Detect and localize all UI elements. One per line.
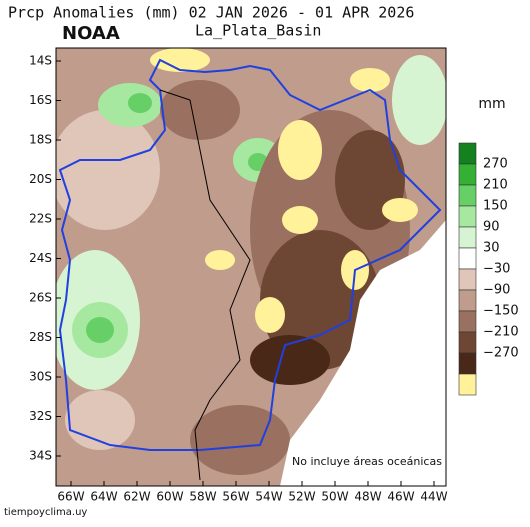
lat-label: 34S	[29, 449, 52, 463]
lon-label: 66W	[57, 490, 84, 504]
map-note: No incluye áreas oceánicas	[292, 455, 442, 468]
lat-label: 30S	[29, 370, 52, 384]
agency: NOAA	[62, 23, 120, 44]
legend-swatch	[458, 205, 477, 228]
legend-swatch	[458, 373, 477, 396]
anomaly-field	[56, 48, 446, 486]
lon-label: 50W	[321, 490, 348, 504]
lon-label: 60W	[156, 490, 183, 504]
lat-label: 26S	[29, 291, 52, 305]
legend-unit: mm	[478, 96, 505, 112]
lat-label: 24S	[29, 251, 52, 265]
legend-swatch	[458, 331, 477, 354]
lon-label: 64W	[90, 490, 117, 504]
legend-label: 270	[483, 157, 508, 172]
legend-label: −210	[483, 325, 519, 340]
legend-label: −270	[483, 346, 519, 361]
legend-swatch	[458, 289, 477, 312]
legend-swatch	[458, 163, 477, 186]
legend-label: −150	[483, 304, 519, 319]
lon-label: 58W	[189, 490, 216, 504]
legend-label: 150	[483, 199, 508, 214]
map-frame	[55, 47, 447, 487]
lon-label: 52W	[288, 490, 315, 504]
lat-label: 20S	[29, 172, 52, 186]
lat-label: 32S	[29, 409, 52, 423]
legend-swatch	[458, 247, 477, 270]
lon-label: 44W	[420, 490, 447, 504]
legend-label: −90	[483, 283, 510, 298]
title: Prcp Anomalies (mm) 02 JAN 2026 - 01 APR…	[8, 4, 414, 22]
legend-swatch	[458, 142, 477, 165]
lon-label: 54W	[255, 490, 282, 504]
region: La_Plata_Basin	[195, 22, 321, 40]
lon-label: 48W	[354, 490, 381, 504]
lat-label: 18S	[29, 133, 52, 147]
lon-label: 56W	[222, 490, 249, 504]
lat-label: 16S	[29, 93, 52, 107]
source: tiempoyclima.uy	[4, 507, 87, 518]
lon-label: 46W	[387, 490, 414, 504]
legend-label: −30	[483, 262, 510, 277]
legend-label: 30	[483, 241, 500, 256]
legend-label: 90	[483, 220, 500, 235]
legend-swatch	[458, 184, 477, 207]
lon-label: 62W	[123, 490, 150, 504]
lat-label: 14S	[29, 54, 52, 68]
legend-swatch	[458, 352, 477, 375]
legend-label: 210	[483, 178, 508, 193]
legend-swatch	[458, 268, 477, 291]
lat-label: 28S	[29, 330, 52, 344]
legend-swatch	[458, 310, 477, 333]
legend-swatch	[458, 226, 477, 249]
lat-label: 22S	[29, 212, 52, 226]
